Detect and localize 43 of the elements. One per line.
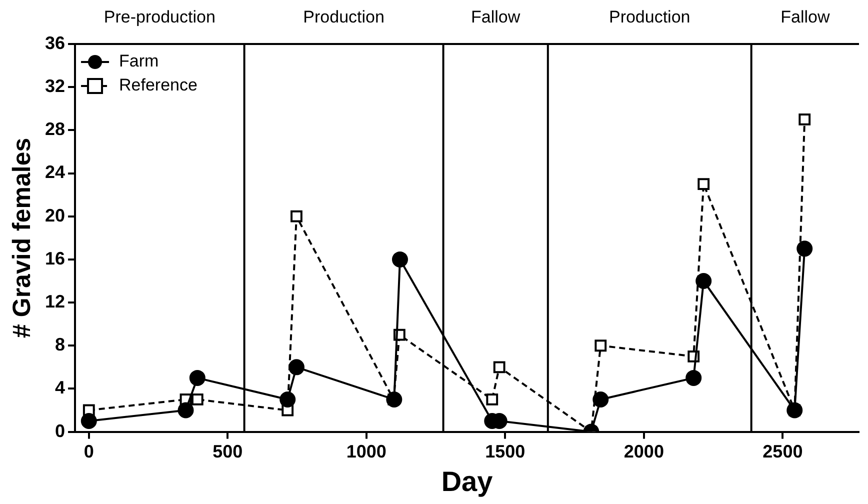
point <box>392 251 408 268</box>
text: Production <box>303 8 384 27</box>
x-tick-label: 2500 <box>762 442 803 462</box>
y-tick-label: 32 <box>44 76 66 96</box>
y-tick-label: 8 <box>55 334 66 355</box>
y-tick-label: 36 <box>44 32 66 53</box>
y-tick-label: 24 <box>44 162 66 182</box>
y-tick-label: 16 <box>44 248 66 268</box>
text: Pre-production <box>104 8 216 27</box>
legend-label: Reference <box>119 76 198 95</box>
x-tick-label: 2000 <box>624 442 664 462</box>
point <box>798 113 811 126</box>
point <box>191 394 204 406</box>
legend-label: Farm <box>119 52 159 71</box>
point <box>288 359 304 376</box>
x-tick-label: 1500 <box>485 442 526 462</box>
point <box>386 391 402 408</box>
text: Fallow <box>780 8 830 27</box>
point <box>189 370 206 386</box>
point <box>486 394 498 406</box>
point <box>696 272 712 289</box>
y-tick-label: 12 <box>44 292 66 312</box>
point <box>594 340 607 352</box>
point <box>592 391 609 408</box>
point <box>80 413 97 430</box>
x-axis-title: Day <box>441 466 494 497</box>
point <box>698 178 710 190</box>
point <box>686 370 702 386</box>
y-tick-label: 28 <box>44 119 66 140</box>
point <box>178 402 194 418</box>
point <box>290 210 302 222</box>
y-tick-label: 20 <box>44 205 66 226</box>
point <box>493 361 506 374</box>
text: Production <box>608 8 690 27</box>
point <box>796 240 813 257</box>
y-tick-label: 0 <box>55 420 66 441</box>
y-axis-title: # Gravid females <box>8 138 36 338</box>
text: Fallow <box>471 8 521 27</box>
x-tick-label: 500 <box>212 442 243 462</box>
point <box>280 391 296 408</box>
y-tick-label: 4 <box>55 378 66 398</box>
x-tick-label: 1000 <box>346 442 386 462</box>
x-tick-label: 0 <box>84 442 94 462</box>
